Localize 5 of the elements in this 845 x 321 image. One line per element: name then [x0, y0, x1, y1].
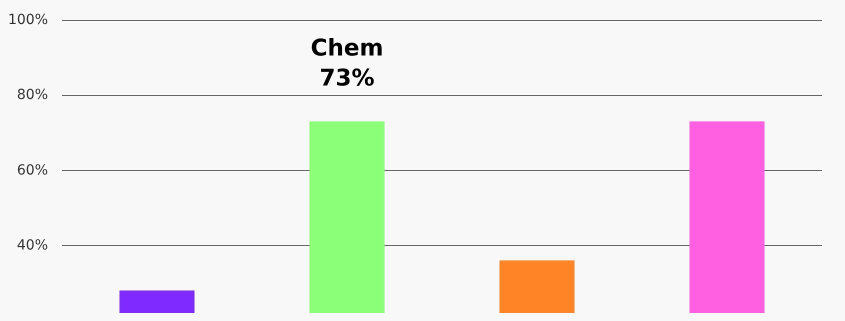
y-tick-label: 80%	[16, 87, 48, 104]
y-tick-label: 40%	[16, 237, 48, 254]
data-label: Chem 73%	[310, 35, 384, 92]
y-tick-label: 60%	[16, 162, 48, 178]
y-tick-label: 100%	[8, 12, 48, 28]
